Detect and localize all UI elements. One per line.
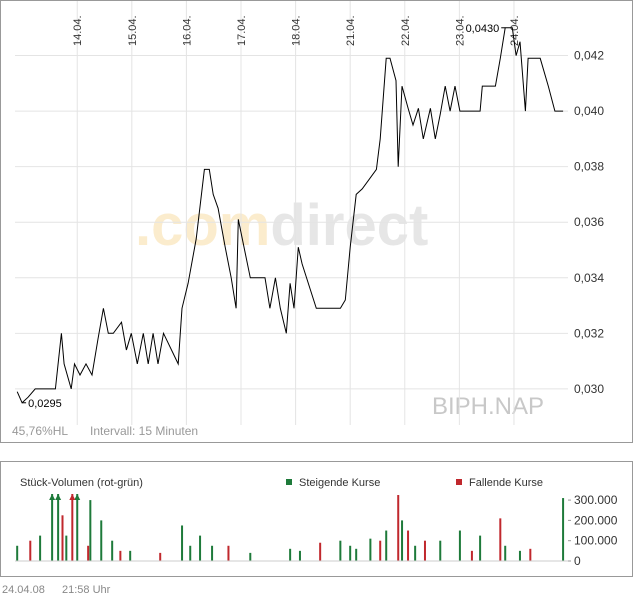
y-tick-label: 300.000 (574, 493, 618, 507)
y-tick-label: 0 (574, 554, 581, 568)
volume-bar (355, 548, 358, 561)
volume-bar (470, 550, 473, 561)
x-tick-label: 21.04. (345, 15, 357, 46)
overflow-arrow (55, 494, 62, 500)
volume-bar (298, 550, 301, 561)
volume-bar (29, 540, 32, 561)
legend-label: Steigende Kurse (299, 477, 380, 489)
volume-bar (397, 495, 400, 561)
volume-bar (458, 530, 461, 561)
volume-bar (504, 545, 507, 561)
volume-panel (0, 461, 633, 577)
legend-swatch (286, 479, 292, 485)
volume-bar (289, 548, 292, 561)
volume-bar (16, 545, 19, 561)
volume-bar (89, 500, 92, 561)
y-tick-label: 0,040 (574, 104, 604, 118)
volume-bar (529, 548, 532, 561)
volume-bar (369, 538, 372, 561)
volume-bar (100, 520, 103, 561)
volume-bar (518, 550, 521, 561)
volume-bar (76, 494, 79, 561)
annotation: 0,0430 (466, 23, 500, 35)
x-tick-label: 15.04. (127, 15, 139, 46)
volume-bar (339, 540, 342, 561)
x-tick-label: 23.04. (454, 15, 466, 46)
annotation: 0,0295 (28, 398, 62, 410)
volume-bar (401, 520, 404, 561)
interval: Intervall: 15 Minuten (90, 424, 198, 438)
y-tick-label: 0,042 (574, 49, 604, 63)
overflow-arrow (69, 494, 76, 500)
volume-bar (319, 542, 322, 561)
volume-bar (227, 545, 230, 561)
volume-bar (211, 545, 214, 561)
footer-date: 24.04.08 (2, 584, 45, 596)
volume-bar (39, 535, 42, 561)
volume-bar (119, 550, 122, 561)
volume-bar (51, 494, 54, 561)
volume-bar (71, 494, 74, 561)
volume-bar (439, 540, 442, 561)
volume-bar (199, 535, 202, 561)
symbol: BIPH.NAP (432, 393, 544, 420)
volume-bar (423, 540, 426, 561)
y-tick-label: 0,038 (574, 160, 604, 174)
volume-bar (407, 530, 410, 561)
overflow-arrow (49, 494, 56, 500)
volume-bar (385, 530, 388, 561)
volume-bar (129, 550, 132, 561)
volume-bar (65, 535, 68, 561)
volume-bar (87, 545, 90, 561)
y-tick-label: 0,034 (574, 271, 604, 285)
info: 45,76%HL (12, 424, 68, 438)
volume-bar (61, 515, 64, 561)
x-tick-label: 18.04. (291, 15, 303, 46)
overflow-arrow (74, 494, 81, 500)
legend-label: Fallende Kurse (469, 477, 543, 489)
x-tick-label: 14.04. (72, 15, 84, 46)
price-line (16, 27, 564, 404)
volume-bar (159, 552, 162, 561)
legend-swatch (456, 479, 462, 485)
x-tick-label: 16.04. (181, 15, 193, 46)
x-tick-label: 24.04. (509, 15, 521, 46)
volume-bar (249, 552, 252, 561)
y-tick-label: 200.000 (574, 513, 618, 527)
volume-bar (562, 498, 565, 561)
x-tick-label: 22.04. (400, 15, 412, 46)
volume-bar (57, 494, 60, 561)
volume-bar (479, 535, 482, 561)
volume-bar (349, 545, 352, 561)
y-tick-label: 100.000 (574, 534, 618, 548)
watermark: .comdirect (135, 193, 428, 258)
y-tick-label: 0,036 (574, 215, 604, 229)
volume-bar (189, 545, 192, 561)
volume-bar (499, 518, 502, 561)
volume-bar (379, 540, 382, 561)
footer-time: 21:58 Uhr (62, 584, 111, 596)
volume-bar (111, 540, 114, 561)
x-tick-label: 17.04. (236, 15, 248, 46)
y-tick-label: 0,032 (574, 326, 604, 340)
y-tick-label: 0,030 (574, 382, 604, 396)
volume-title: Stück-Volumen (rot-grün) (20, 477, 143, 489)
volume-bar (181, 525, 184, 561)
volume-bars (16, 494, 565, 561)
volume-bar (414, 545, 417, 561)
